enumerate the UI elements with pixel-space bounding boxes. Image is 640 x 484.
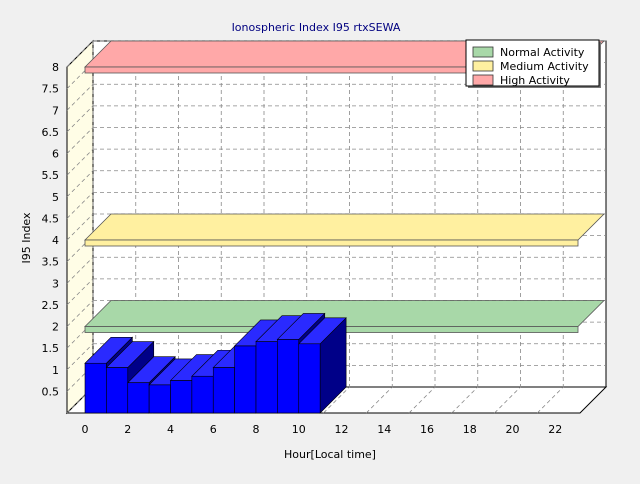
x-tick-labels: 0 2 4 6 8 10 12 14 16 18 20 22	[82, 423, 563, 436]
x-tick-label: 14	[377, 423, 391, 436]
x-tick-label: 8	[253, 423, 260, 436]
x-tick-label: 18	[463, 423, 477, 436]
y-tick-label: 2.5	[42, 299, 60, 312]
bar-front	[127, 382, 150, 414]
x-tick-label: 16	[420, 423, 434, 436]
x-tick-label: 12	[335, 423, 349, 436]
bar-front	[84, 362, 107, 414]
y-tick-label: 7.5	[42, 83, 60, 96]
grid-line-side	[66, 192, 94, 219]
y-tick-label: 3.5	[42, 256, 60, 269]
y-tick-label: 2	[52, 321, 59, 334]
x-tick-label: 20	[506, 423, 520, 436]
x-tick-label: 2	[124, 423, 131, 436]
x-tick-label: 22	[548, 423, 562, 436]
x-tick-label: 4	[167, 423, 174, 436]
legend-swatch	[472, 60, 494, 72]
y-tick-label: 0.5	[42, 385, 60, 398]
y-tick-label: 1	[52, 364, 59, 377]
x-axis-label: Hour[Local time]	[284, 448, 376, 461]
grid-line-side	[66, 256, 94, 284]
chart-title: Ionospheric Index I95 rtxSEWA	[232, 21, 401, 34]
grid-line-side	[66, 83, 94, 111]
grid-line-floor	[536, 386, 564, 414]
bar-series	[84, 312, 347, 414]
bar-front	[170, 380, 193, 414]
bar-front	[148, 384, 171, 414]
bar-front	[191, 375, 214, 414]
activity-band	[84, 213, 605, 241]
x-tick-label: 10	[292, 423, 306, 436]
grid-line-side	[66, 105, 94, 133]
bar-front	[298, 343, 321, 414]
grid-line-floor	[365, 386, 393, 414]
grid-line-side	[66, 170, 94, 198]
legend-swatch	[472, 74, 494, 86]
y-tick-label: 4	[52, 234, 59, 247]
grid-line-floor	[494, 386, 521, 414]
y-axis-label: I95 Index	[20, 212, 33, 264]
bar-front	[106, 367, 129, 414]
y-tick-label: 5	[52, 191, 59, 204]
y-tick-label: 1.5	[42, 342, 60, 355]
grid-line-side	[66, 148, 94, 176]
bar-front	[277, 339, 300, 414]
legend-entry: Normal Activity	[500, 46, 585, 59]
y-tick-label: 6	[52, 148, 59, 161]
grid-line-side	[66, 343, 94, 371]
bar-front	[255, 341, 278, 414]
grid-line-floor	[408, 386, 436, 414]
y-tick-label: 3	[52, 277, 59, 290]
y-tick-label: 4.5	[42, 212, 60, 225]
y-tick-label: 8	[52, 61, 59, 74]
bar	[298, 317, 347, 414]
grid-line-side	[66, 40, 94, 68]
bar-front	[234, 345, 257, 414]
legend-entry: High Activity	[500, 74, 570, 87]
y-tick-label: 6.5	[42, 126, 60, 139]
legend-swatch	[472, 46, 494, 58]
grid-line-side	[66, 127, 94, 154]
x-tick-label: 0	[82, 423, 89, 436]
y-tick-labels: 0.5 1 1.5 2 2.5 3 3.5 4 4.5 5 5.5 6 6.5 7 7.5 8	[42, 61, 60, 398]
activity-band-edge	[84, 239, 579, 247]
bar-front	[212, 367, 235, 414]
y-tick-label: 7	[52, 104, 59, 117]
grid-line-floor	[323, 386, 350, 414]
left-wall	[66, 39, 94, 415]
grid-line-side	[66, 300, 94, 327]
grid-line-floor	[451, 386, 479, 414]
legend-entry: Medium Activity	[500, 60, 589, 73]
grid-line-side	[66, 213, 94, 241]
x-tick-label: 6	[210, 423, 217, 436]
grid-line-side	[66, 278, 94, 306]
y-tick-label: 5.5	[42, 169, 60, 182]
